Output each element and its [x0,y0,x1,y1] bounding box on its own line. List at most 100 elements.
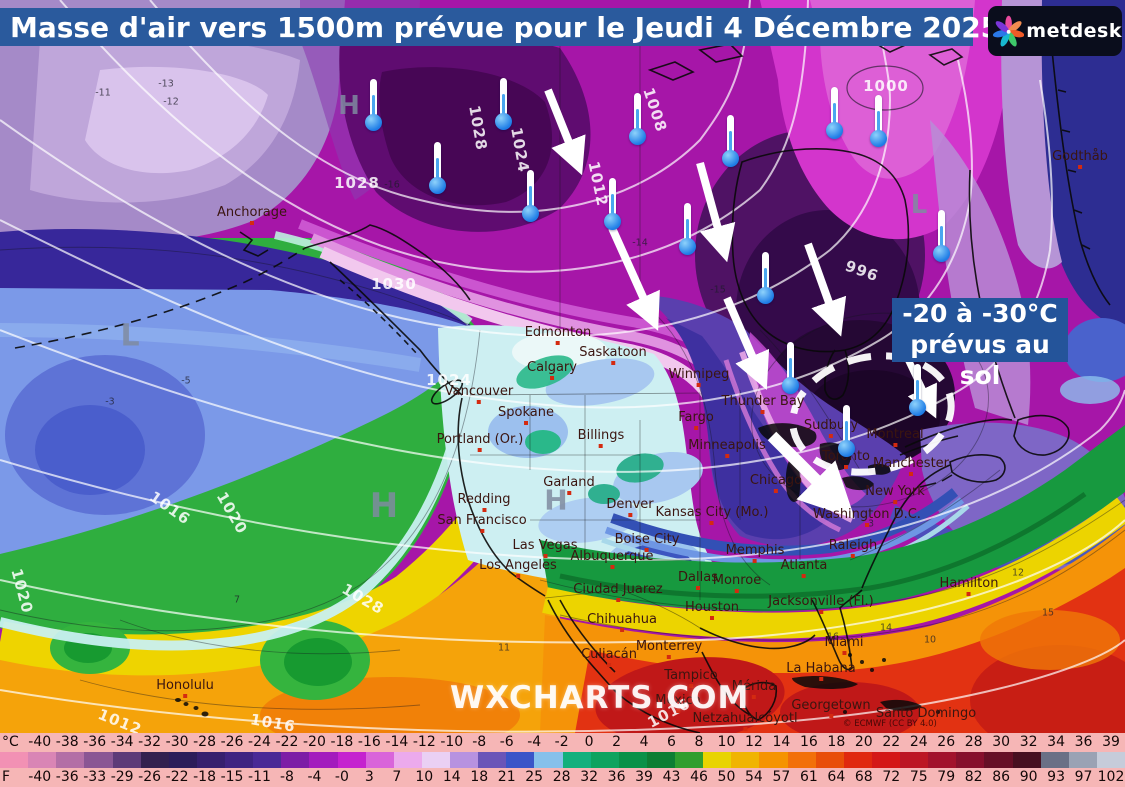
celsius-tick: -22 [275,734,299,750]
celsius-tick: -10 [440,734,464,750]
colorbar-band [984,752,1013,768]
colorbar-band [562,752,591,768]
colorbar-band [843,752,872,768]
fahrenheit-tick: 14 [442,769,461,785]
colorbar-band [534,752,563,768]
fahrenheit-tick: 54 [745,769,763,785]
celsius-tick: -26 [220,734,244,750]
colorbar-band [393,752,422,768]
fahrenheit-tick: 57 [772,769,791,785]
celsius-tick: 16 [799,734,818,750]
annotation-line1: -20 à -30°C [902,299,1058,328]
fahrenheit-tick: -4 [307,769,322,785]
colorbar-band [1012,752,1041,768]
celsius-tick: 39 [1102,734,1120,750]
celsius-tick: 2 [612,734,622,750]
fahrenheit-tick: 97 [1074,769,1093,785]
fahrenheit-tick: 102 [1097,769,1125,785]
colorbar-band [703,752,732,768]
celsius-tick: -34 [110,734,134,750]
colorbar-band [956,752,985,768]
colorbar-band [815,752,844,768]
fahrenheit-tick: 72 [882,769,901,785]
forecast-annotation: -20 à -30°C prévus au sol [892,298,1068,390]
colorbar-band [196,752,225,768]
celsius-tick: -2 [554,734,569,750]
colorbar-band [450,752,479,768]
celsius-tick: -16 [357,734,381,750]
colorbar-band [871,752,900,768]
temperature-colorbar [0,752,1125,768]
fahrenheit-tick: 86 [992,769,1011,785]
fahrenheit-tick: 10 [415,769,434,785]
colorbar-band [787,752,816,768]
celsius-tick: -12 [412,734,436,750]
fahrenheit-tick: -26 [138,769,162,785]
fahrenheit-tick: 64 [827,769,846,785]
colorbar-band [900,752,929,768]
celsius-tick: 18 [827,734,846,750]
fahrenheit-tick: -33 [83,769,107,785]
fahrenheit-tick: 25 [525,769,544,785]
fahrenheit-tick: 7 [392,769,402,785]
fahrenheit-tick: 39 [635,769,653,785]
celsius-tick: -20 [302,734,326,750]
celsius-tick: 24 [909,734,928,750]
celsius-tick: 28 [964,734,983,750]
celsius-tick: -8 [472,734,487,750]
state-borders [469,46,801,629]
colorbar-band [646,752,675,768]
logo-petal [1008,21,1022,33]
colorbar-band [928,752,957,768]
colorbar-band [28,752,57,768]
celsius-tick: 36 [1074,734,1093,750]
logo-petal [992,30,1009,38]
map-title-banner: Masse d'air vers 1500m prévue pour le Je… [0,8,1000,46]
colorbar-band [675,752,704,768]
celsius-tick: 14 [772,734,791,750]
fahrenheit-tick: 3 [364,769,374,785]
colorbar-band [731,752,760,768]
fahrenheit-tick: -40 [28,769,52,785]
logo-petal [1007,32,1017,47]
colorbar-band [618,752,647,768]
metdesk-logo-text: metdesk [1026,20,1122,42]
celsius-tick: -30 [165,734,189,750]
celsius-tick: 10 [717,734,736,750]
fahrenheit-tick: 43 [662,769,681,785]
wxcharts-watermark: WXCHARTS.COM [450,680,750,716]
celsius-tick: -14 [385,734,409,750]
metdesk-logo: metdesk [988,6,1122,56]
colorbar-band [309,752,338,768]
celsius-tick: -6 [499,734,514,750]
colorbar-band [759,752,788,768]
celsius-tick: -32 [138,734,162,750]
annotation-line2: prévus au sol [910,330,1050,390]
celsius-tick: 4 [639,734,649,750]
colorbar-band [506,752,535,768]
colorbar-band [168,752,197,768]
fahrenheit-tick: 21 [497,769,516,785]
colorbar-band [1096,752,1125,768]
celsius-tick: -40 [28,734,52,750]
celsius-tick: -24 [248,734,271,750]
celsius-scale-row: °C -40 -38 -36 -34 -32 -30 -28 -26 -24 -22 -20 -18-… [0,733,1125,752]
colorbar-band [1040,752,1069,768]
ecmwf-attribution: © ECMWF (CC BY 4.0) [843,719,937,729]
celsius-tick: 34 [1047,734,1065,750]
fahrenheit-tick: 82 [964,769,983,785]
colorbar-band [225,752,254,768]
fahrenheit-tick: -22 [165,769,189,785]
celsius-tick: 6 [667,734,676,750]
celsius-tick: 12 [745,734,763,750]
colorbar-band [365,752,394,768]
colorbar-band [140,752,169,768]
fahrenheit-scale-row: F -40 -36 -33 -29 -26 -22 -18 -15 -11 -8 -4 -0 3 7 10 1… [0,768,1125,787]
map-title: Masse d'air vers 1500m prévue pour le Je… [10,10,1001,44]
colorbar-band [0,752,29,768]
colorbar-band [421,752,450,768]
fahrenheit-tick: -8 [279,769,294,785]
fahrenheit-unit-label: F [2,769,11,785]
temperature-scale: °C -40 -38 -36 -34 -32 -30 -28 -26 -24 -22 -20 -18-… [0,733,1125,787]
